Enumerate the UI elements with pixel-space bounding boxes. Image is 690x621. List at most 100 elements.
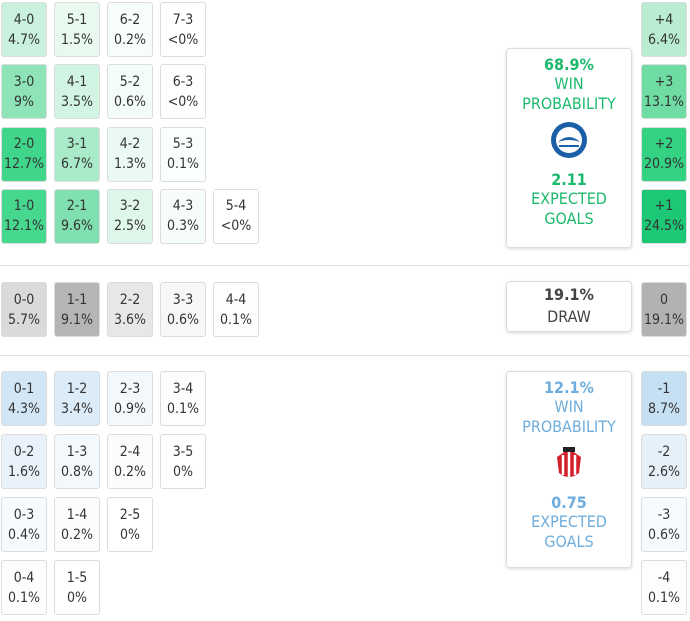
probability: 1.3% [114,156,146,173]
score-cell: 4-1 3.5% [54,64,100,120]
score: 3-5 [172,443,194,460]
score-cell: 3-4 0.1% [160,371,206,426]
score-cell: 5-4 <0% [213,188,259,244]
probability: <0% [220,218,252,235]
probability: 1.6% [8,463,40,480]
score: 1-2 [66,380,88,397]
score-cell: +2 20.9% [641,126,687,182]
score: 4-1 [66,73,88,90]
probability: 1.5% [61,31,93,48]
score: +3 [654,73,674,90]
score: +1 [654,198,674,215]
win-probability: 12.1% [544,378,594,397]
score: -1 [657,380,671,397]
probability: 6.4% [648,31,680,48]
score: 1-4 [66,506,88,523]
probability: 2.6% [648,463,680,480]
score-cell: 6-2 0.2% [107,2,153,57]
probability: 4.7% [8,31,40,48]
score-cell: 1-5 0% [54,560,100,615]
score-cell: -2 2.6% [641,434,687,489]
score: +4 [654,11,674,28]
score-cell: 0 19.1% [641,282,687,337]
score: 2-4 [119,443,141,460]
win-probability: 68.9% [544,55,594,74]
score-cell: 5-3 0.1% [160,126,206,182]
score: 2-0 [13,136,35,153]
score-cell: +1 24.5% [641,188,687,244]
probability: 0% [173,463,193,480]
score: 2-3 [119,380,141,397]
score-cell: 3-3 0.6% [160,282,206,337]
score-cell: +4 6.4% [641,2,687,57]
score: 5-1 [66,11,88,28]
probability: 0.2% [61,526,93,543]
score-cell: -4 0.1% [641,560,687,615]
score: 0 [659,291,668,308]
score: 3-4 [172,380,194,397]
score-cell: 0-3 0.4% [1,497,47,552]
probability: 5.7% [8,311,40,328]
probability: 0.1% [167,400,199,417]
probability: 3.6% [114,311,146,328]
probability: 0% [120,526,140,543]
score-cell: 2-1 9.6% [54,188,100,244]
score: 1-1 [66,291,88,308]
probability: 0.1% [220,311,252,328]
score-cell: 1-2 3.4% [54,371,100,426]
expected-goals-label: EXPECTED GOALS [531,512,607,551]
score: -2 [657,443,671,460]
probability: 9.1% [61,311,93,328]
score-cell: 1-3 0.8% [54,434,100,489]
probability: 8.7% [648,400,680,417]
probability: 3.4% [61,400,93,417]
score-cell: 1-4 0.2% [54,497,100,552]
score: 1-0 [13,198,35,215]
probability: 2.5% [114,218,146,235]
score-cell: 0-1 4.3% [1,371,47,426]
expected-goals-label: EXPECTED GOALS [531,189,607,228]
probability: 0.3% [167,218,199,235]
score: 4-4 [225,291,247,308]
probability: 0.1% [648,589,680,606]
score-cell: 1-0 12.1% [1,188,47,244]
win-probability-label: WIN PROBABILITY [522,397,616,436]
score: 5-2 [119,73,141,90]
score: 6-2 [119,11,141,28]
score: 1-5 [66,569,88,586]
probability: 13.1% [643,93,684,110]
draw-summary: 19.1% DRAW [506,281,632,332]
expected-goals: 0.75 [551,493,587,512]
probability: 0.6% [114,93,146,110]
score: 2-2 [119,291,141,308]
score-cell: 4-2 1.3% [107,126,153,182]
probability: 0% [67,589,87,606]
probability: 0.1% [167,156,199,173]
score: 1-3 [66,443,88,460]
away-summary: 12.1% WIN PROBABILITY 0.75 EXPECTED GOAL… [506,371,632,568]
win-probability-label: WIN PROBABILITY [522,74,616,113]
probability: 0.1% [8,589,40,606]
score: 5-3 [172,136,194,153]
score: 0-1 [13,380,35,397]
probability: 12.7% [3,156,44,173]
score-cell: 1-1 9.1% [54,282,100,337]
separator [0,265,690,266]
score-cell: 6-3 <0% [160,64,206,120]
score: 3-0 [13,73,35,90]
score-cell: 2-0 12.7% [1,126,47,182]
home-crest [551,122,587,158]
score: 0-3 [13,506,35,523]
score-cell: 3-2 2.5% [107,188,153,244]
score-cell: 2-4 0.2% [107,434,153,489]
score-cell: -3 0.6% [641,497,687,552]
score-cell: 4-0 4.7% [1,2,47,57]
probability: 0.6% [167,311,199,328]
probability: 4.3% [8,400,40,417]
score-cell: +3 13.1% [641,64,687,120]
score: 4-3 [172,198,194,215]
probability: 3.5% [61,93,93,110]
score-cell: 4-4 0.1% [213,282,259,337]
probability: 0.6% [648,526,680,543]
